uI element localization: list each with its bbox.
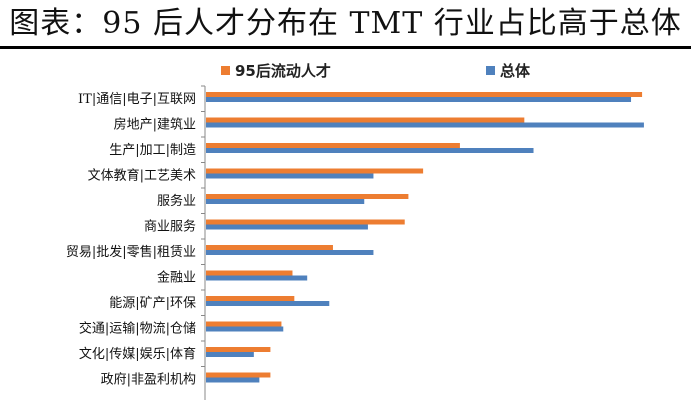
bar-zongti	[206, 148, 534, 153]
category-label: 能源|矿产|环保	[109, 296, 196, 311]
bar-95hou	[206, 245, 333, 250]
bar-zongti	[206, 97, 632, 102]
category-label: 文体教育|工艺美术	[88, 168, 196, 184]
category-label: IT|通信|电子|互联网	[78, 92, 196, 107]
category-label: 生产|加工|制造	[109, 143, 196, 158]
bar-95hou	[206, 270, 293, 276]
category-label: 交通|运输|物流|仓储	[79, 321, 196, 337]
legend-swatch-95hou	[221, 66, 230, 75]
title-rule	[0, 46, 691, 49]
bar-95hou	[206, 296, 295, 301]
bar-zongti	[206, 199, 365, 204]
page-title: 图表：95 后人才分布在 TMT 行业占比高于总体	[9, 6, 682, 41]
chart-axes	[201, 85, 206, 400]
bar-95hou	[206, 321, 282, 327]
bar-zongti	[206, 122, 644, 128]
bar-zongti	[206, 352, 254, 357]
bar-95hou	[206, 372, 271, 378]
legend-swatch-zongti	[486, 66, 495, 75]
legend: 95后流动人才 总体	[221, 62, 531, 80]
bar-zongti	[206, 173, 374, 179]
category-label: 商业服务	[144, 219, 196, 235]
category-label: 房地产|建筑业	[114, 117, 196, 133]
bar-zongti	[206, 377, 260, 383]
legend-label-zongti: 总体	[500, 62, 531, 80]
category-labels: IT|通信|电子|互联网房地产|建筑业生产|加工|制造文体教育|工艺美术服务业商…	[66, 92, 196, 388]
bar-zongti	[206, 301, 330, 306]
category-label: 文化|传媒|娱乐|体育	[79, 346, 196, 362]
category-label: 政府|非盈利机构	[101, 373, 196, 388]
bar-zongti	[206, 326, 284, 332]
bar-zongti	[206, 275, 308, 281]
legend-label-95hou: 95后流动人才	[235, 62, 331, 80]
bar-95hou	[206, 194, 409, 199]
category-label: 服务业	[157, 193, 196, 209]
bar-95hou	[206, 92, 643, 97]
bar-95hou	[206, 347, 271, 352]
bar-95hou	[206, 219, 405, 225]
bar-95hou	[206, 117, 525, 123]
category-label: 贸易|批发|零售|租赁业	[66, 244, 196, 260]
bars	[206, 92, 644, 383]
bar-zongti	[206, 250, 374, 255]
bar-95hou	[206, 143, 460, 148]
category-label: 金融业	[157, 270, 196, 286]
bar-zongti	[206, 224, 368, 230]
bar-95hou	[206, 168, 424, 174]
